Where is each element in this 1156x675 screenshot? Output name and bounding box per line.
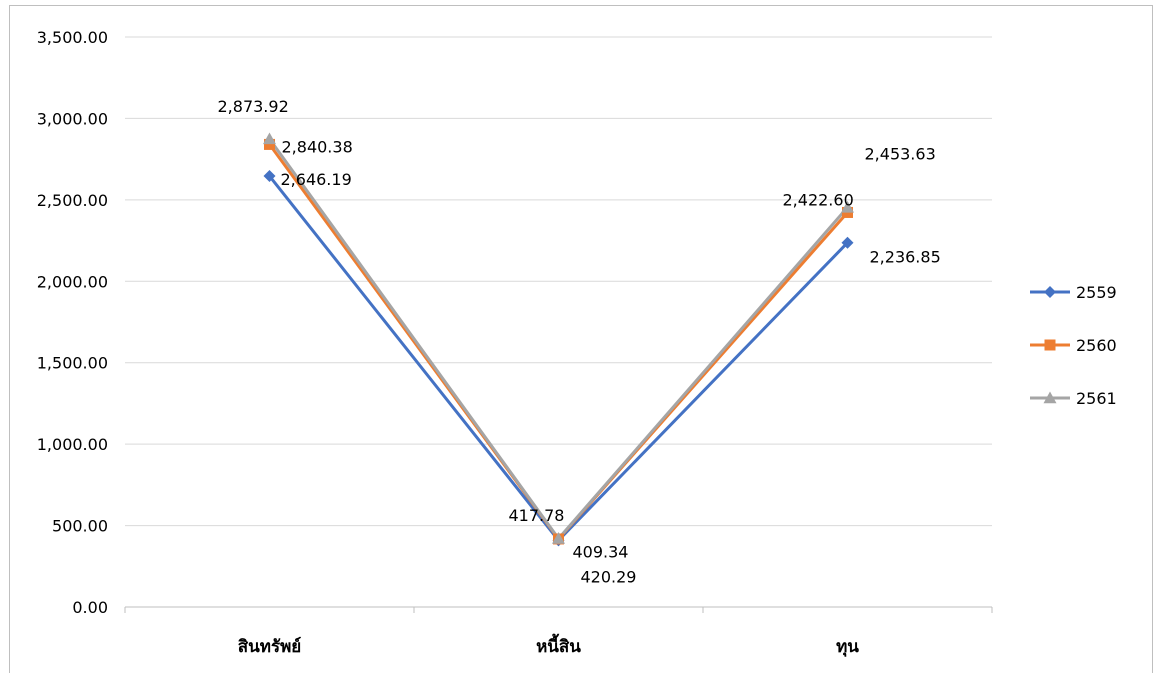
legend-label: 2559 bbox=[1076, 283, 1117, 302]
data-label: 2,236.85 bbox=[870, 248, 941, 267]
data-label: 417.78 bbox=[509, 506, 565, 525]
data-label: 2,422.60 bbox=[783, 190, 854, 209]
data-label: 2,453.63 bbox=[865, 144, 936, 163]
y-tick-label: 2,000.00 bbox=[37, 272, 108, 291]
y-tick-label: 3,000.00 bbox=[37, 109, 108, 128]
x-tick-label: หนี้สิน bbox=[536, 633, 581, 657]
data-point-2561 bbox=[263, 132, 276, 144]
x-tick-label: สินทรัพย์ bbox=[238, 636, 302, 657]
y-tick-label: 1,000.00 bbox=[37, 435, 108, 454]
data-label: 420.29 bbox=[581, 568, 637, 587]
data-label: 2,873.92 bbox=[218, 97, 289, 116]
y-tick-label: 2,500.00 bbox=[37, 191, 108, 210]
y-tick-label: 1,500.00 bbox=[37, 354, 108, 373]
y-tick-label: 500.00 bbox=[52, 517, 108, 536]
series-line-2560 bbox=[270, 144, 848, 539]
series-line-2559 bbox=[270, 176, 848, 540]
legend-marker-2560 bbox=[1045, 340, 1056, 351]
data-label: 2,840.38 bbox=[282, 137, 353, 156]
series-line-2561 bbox=[270, 139, 848, 539]
y-tick-label: 3,500.00 bbox=[37, 28, 108, 47]
x-tick-label: ทุน bbox=[836, 637, 859, 657]
legend-label: 2561 bbox=[1076, 389, 1117, 408]
legend-label: 2560 bbox=[1076, 336, 1117, 355]
data-label: 2,646.19 bbox=[281, 170, 352, 189]
legend-marker-2559 bbox=[1044, 286, 1056, 298]
data-label: 409.34 bbox=[573, 542, 629, 561]
y-tick-label: 0.00 bbox=[72, 598, 108, 617]
